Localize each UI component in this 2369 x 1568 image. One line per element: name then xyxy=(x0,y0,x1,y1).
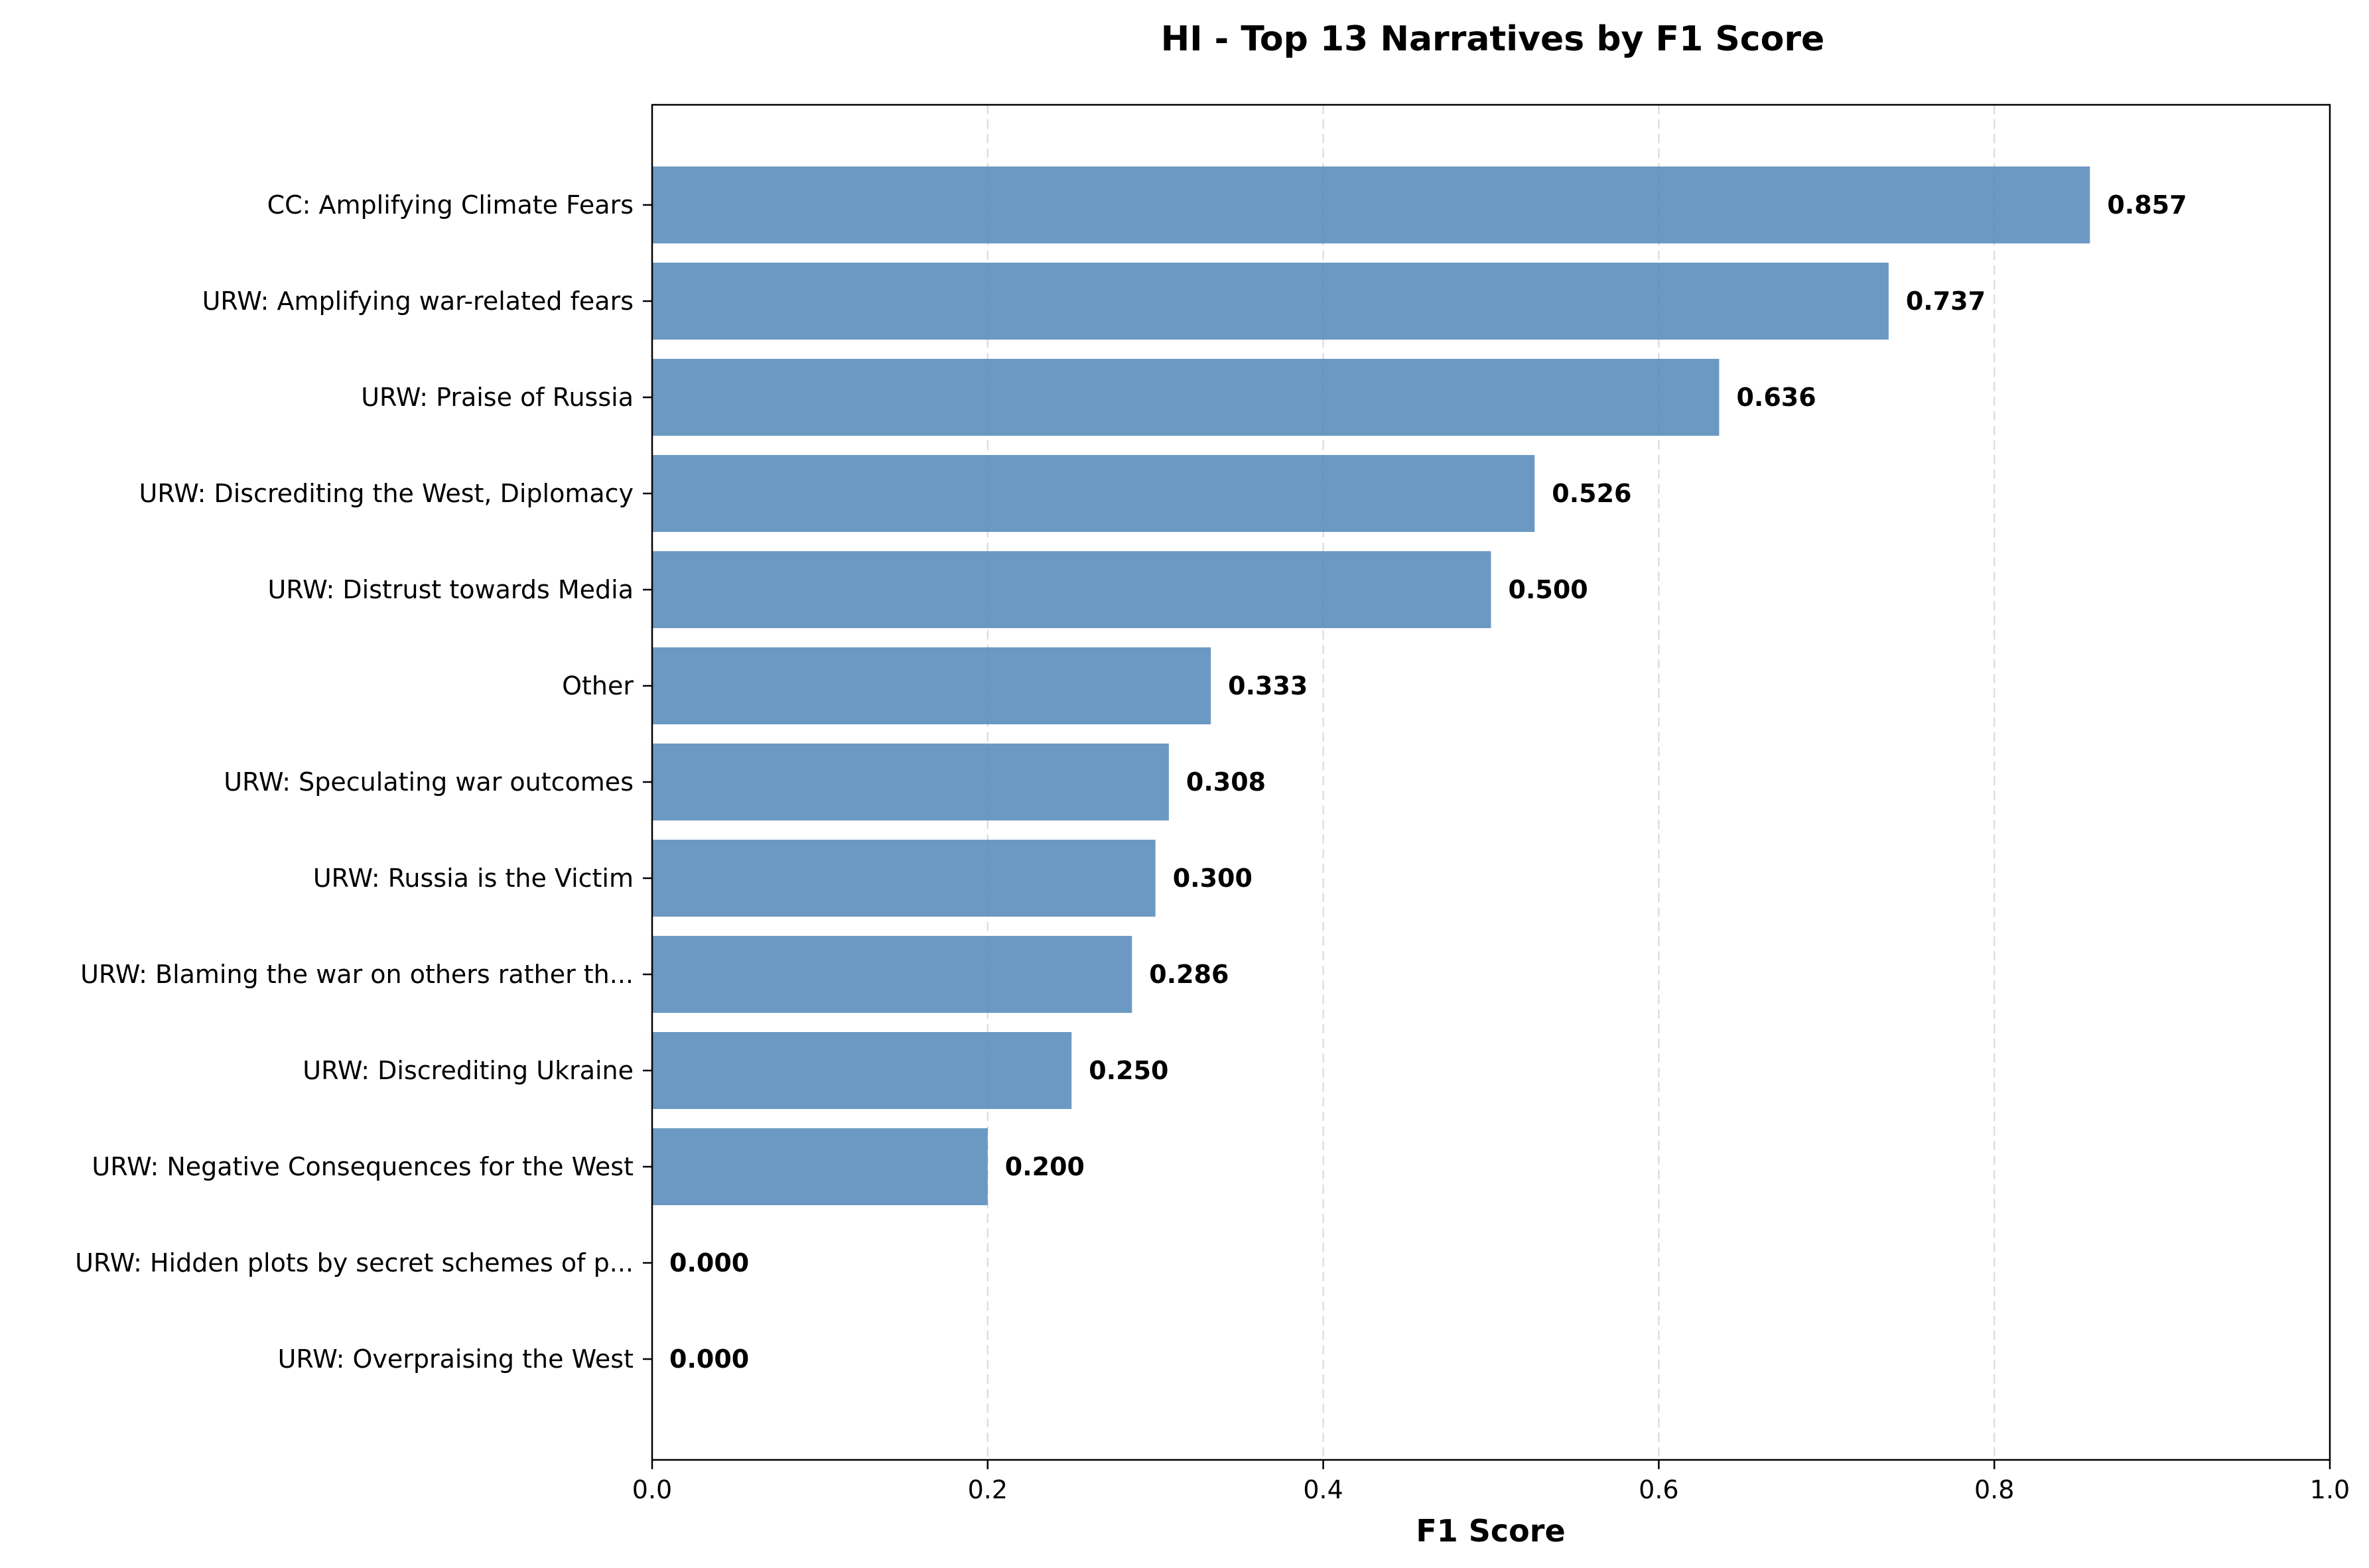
bar-0 xyxy=(652,166,2090,243)
bars: 0.857 0.737 0.636 0.526 0.500 0.333 0.308 0.300… xyxy=(652,166,2187,1374)
y-tick-label-11: URW: Hidden plots by secret schemes of p… xyxy=(75,1248,634,1277)
x-tick-label-1: 0.2 xyxy=(968,1475,1008,1504)
x-axis-label: F1 Score xyxy=(1416,1513,1565,1549)
y-tick-label-4: URW: Distrust towards Media xyxy=(267,575,634,604)
x-tick-label-3: 0.6 xyxy=(1639,1475,1678,1504)
value-label-12: 0.000 xyxy=(669,1344,749,1374)
value-label-9: 0.250 xyxy=(1089,1056,1168,1085)
bar-5 xyxy=(652,647,1211,724)
x-tick-label-0: 0.0 xyxy=(632,1475,672,1504)
value-label-8: 0.286 xyxy=(1149,960,1229,989)
value-label-0: 0.857 xyxy=(2107,190,2187,220)
x-tick-label-4: 0.8 xyxy=(1974,1475,2014,1504)
y-tick-label-2: URW: Praise of Russia xyxy=(361,383,634,412)
x-axis-ticks: 0.0 0.2 0.4 0.6 0.8 1.0 xyxy=(632,1460,2350,1504)
x-tick-label-5: 1.0 xyxy=(2310,1475,2350,1504)
value-label-2: 0.636 xyxy=(1736,383,1816,412)
value-label-7: 0.300 xyxy=(1173,864,1252,893)
value-label-11: 0.000 xyxy=(669,1248,749,1277)
bar-9 xyxy=(652,1032,1072,1109)
y-tick-label-9: URW: Discrediting Ukraine xyxy=(303,1056,634,1085)
value-label-4: 0.500 xyxy=(1509,575,1588,604)
value-label-5: 0.333 xyxy=(1228,671,1308,700)
bar-2 xyxy=(652,359,1720,436)
chart-title: HI - Top 13 Narratives by F1 Score xyxy=(1161,19,1825,59)
y-tick-label-10: URW: Negative Consequences for the West xyxy=(92,1152,634,1181)
y-tick-label-8: URW: Blaming the war on others rather th… xyxy=(80,960,634,989)
value-label-1: 0.737 xyxy=(1906,287,1986,316)
bar-6 xyxy=(652,744,1169,820)
y-tick-label-7: URW: Russia is the Victim xyxy=(313,864,634,893)
y-tick-label-6: URW: Speculating war outcomes xyxy=(224,767,634,797)
y-tick-label-1: URW: Amplifying war-related fears xyxy=(202,287,634,316)
bar-4 xyxy=(652,551,1491,628)
y-tick-label-5: Other xyxy=(562,671,634,700)
bar-7 xyxy=(652,840,1156,917)
y-tick-label-12: URW: Overpraising the West xyxy=(278,1344,634,1374)
value-label-3: 0.526 xyxy=(1552,479,1631,508)
x-tick-label-2: 0.4 xyxy=(1303,1475,1343,1504)
bar-3 xyxy=(652,455,1535,532)
bar-1 xyxy=(652,263,1889,340)
y-tick-label-3: URW: Discrediting the West, Diplomacy xyxy=(139,479,634,508)
y-tick-label-0: CC: Amplifying Climate Fears xyxy=(267,190,634,220)
y-axis-ticks: CC: Amplifying Climate Fears URW: Amplify… xyxy=(75,190,652,1374)
value-label-10: 0.200 xyxy=(1005,1152,1085,1181)
value-label-6: 0.308 xyxy=(1186,767,1266,797)
bar-8 xyxy=(652,936,1132,1013)
bar-10 xyxy=(652,1128,988,1205)
